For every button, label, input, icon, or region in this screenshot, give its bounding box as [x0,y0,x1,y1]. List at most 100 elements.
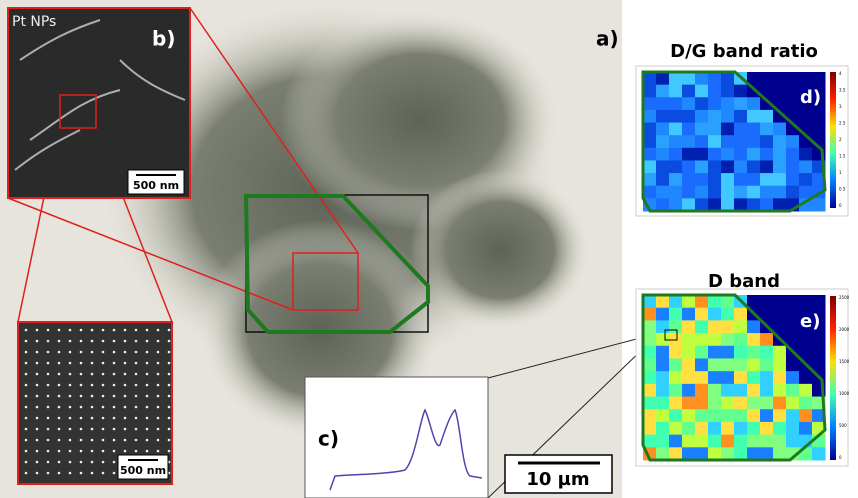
nanoparticle [25,461,28,464]
nanoparticle [25,450,28,453]
map-pixel [669,135,683,148]
map-pixel [760,397,774,410]
nanoparticle [135,417,138,420]
nanoparticle [80,340,83,343]
map-pixel [656,85,670,98]
nanoparticle [91,384,94,387]
map-pixel [708,97,722,110]
map-pixel [656,358,670,371]
nanoparticle [113,450,116,453]
nanoparticle [36,384,39,387]
map-pixel [799,409,813,422]
map-pixel [760,308,774,321]
map-pixel [656,409,670,422]
map-pixel [656,397,670,410]
colorbar [830,72,836,208]
map-pixel [773,409,787,422]
nanoparticle [36,395,39,398]
map-pixel [786,135,800,148]
nanoparticle [91,395,94,398]
nanoparticle [102,340,105,343]
nanoparticle [124,351,127,354]
colorbar-label: 500 [839,423,847,428]
map-pixel [721,384,735,397]
map-pixel [669,85,683,98]
map-pixel [643,148,657,161]
nanoparticle [146,329,149,332]
nanoparticle [135,450,138,453]
nanoparticle [69,395,72,398]
map-pixel [760,123,774,136]
map-pixel [747,173,761,186]
map-pixel [799,333,813,346]
colorbar-label: 2000 [839,327,850,332]
map-pixel [682,397,696,410]
map-pixel [669,308,683,321]
map-pixel [773,148,787,161]
nanoparticle [113,340,116,343]
map-pixel [799,160,813,173]
map-pixel [773,397,787,410]
nanoparticle [157,373,160,376]
nanoparticle [146,395,149,398]
map-pixel [747,346,761,359]
map-pixel [734,85,748,98]
map-pixel [695,173,709,186]
nanoparticle [80,329,83,332]
nanoparticle [135,329,138,332]
nanoparticle [47,417,50,420]
map-pixel [682,173,696,186]
map-pixel [721,110,735,123]
nanoparticle [69,329,72,332]
map-pixel [812,295,826,308]
scale-bar-label: 500 nm [133,179,179,192]
map-pixel [786,148,800,161]
nanoparticle [69,340,72,343]
map-pixel [656,160,670,173]
nanoparticle [168,329,171,332]
map-pixel [773,186,787,199]
map-pixel [656,384,670,397]
nanoparticle [25,472,28,475]
nanoparticle [25,439,28,442]
nanoparticle [91,362,94,365]
map-pixel [786,435,800,448]
map-pixel [747,409,761,422]
nanoparticle [69,362,72,365]
map-pixel [721,72,735,85]
map-pixel [734,422,748,435]
scale-bar-label: 10 µm [526,469,589,490]
nanoparticle [69,351,72,354]
map-pixel [760,384,774,397]
map-pixel [682,110,696,123]
map-pixel [643,110,657,123]
map-pixel [708,110,722,123]
map-pixel [708,358,722,371]
map-pixel [812,110,826,123]
map-pixel [799,110,813,123]
map-pixel [786,422,800,435]
nanoparticle [113,472,116,475]
map-pixel [747,320,761,333]
map-pixel [669,123,683,136]
nanoparticle [146,351,149,354]
nanoparticle [168,439,171,442]
map-pixel [812,123,826,136]
map-pixel [734,110,748,123]
nanoparticle [168,450,171,453]
nanoparticle [102,472,105,475]
nanoparticle [113,384,116,387]
nanoparticle [157,384,160,387]
nanoparticle [91,406,94,409]
nanoparticle [124,450,127,453]
map-pixel [643,371,657,384]
map-pixel [669,384,683,397]
map-pixel [669,320,683,333]
map-pixel [799,346,813,359]
nanoparticle [25,340,28,343]
map-pixel [643,135,657,148]
map-pixel [734,409,748,422]
nanoparticle [80,395,83,398]
map-pixel [682,123,696,136]
map-pixel [656,186,670,199]
